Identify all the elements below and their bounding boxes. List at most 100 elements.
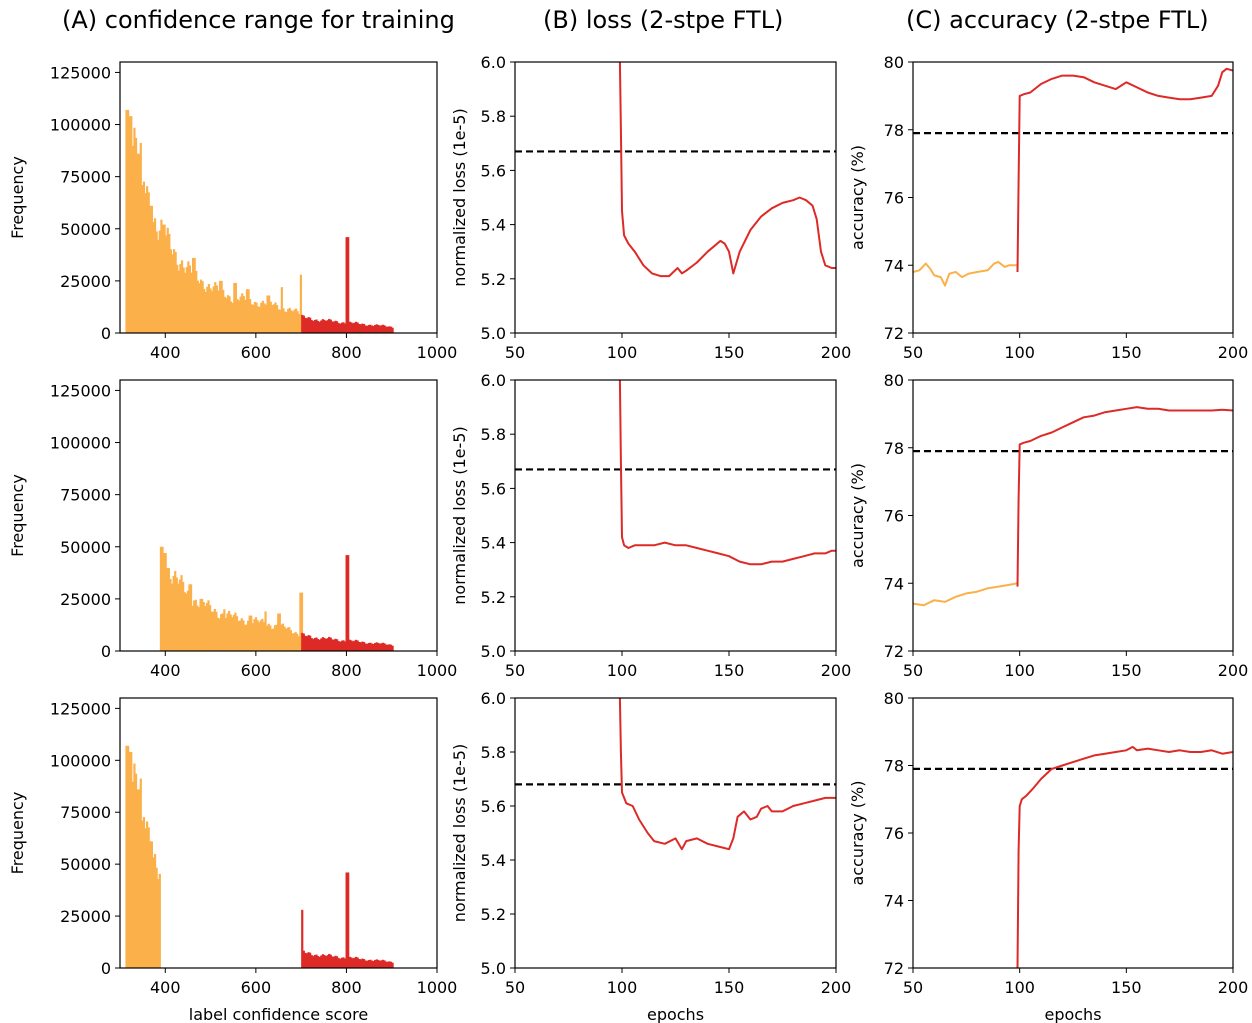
histogram-bar (195, 270, 198, 333)
histogram-bar (232, 614, 235, 651)
histogram-bar (245, 624, 248, 651)
y-tick-label: 100000 (50, 751, 111, 770)
histogram-bar (158, 230, 161, 333)
histogram-bar (223, 296, 226, 333)
histogram-bar (304, 952, 307, 968)
y-tick-label: 6.0 (481, 371, 506, 390)
histogram-bar (343, 323, 347, 333)
x-tick-label: 150 (714, 978, 745, 997)
y-tick-label: 50000 (60, 538, 111, 557)
histogram-bar (350, 957, 353, 968)
histogram-bar (153, 218, 157, 333)
y-tick-label: 80 (884, 689, 904, 708)
histogram-bar (347, 872, 350, 968)
histogram-bar (228, 610, 231, 651)
histogram-bar (328, 318, 331, 333)
plot-area (515, 380, 836, 566)
histogram-bar (385, 326, 388, 333)
plot-area (913, 67, 1233, 287)
histogram-bar (159, 546, 163, 651)
y-tick-label: 5.2 (481, 588, 506, 607)
histogram-bar (374, 643, 377, 651)
y-axis-label: normalized loss (1e-5) (450, 108, 469, 286)
histogram-bar (372, 325, 375, 333)
histogram-bar (380, 325, 383, 333)
histogram-bar (286, 627, 289, 651)
histogram-bar (334, 320, 337, 333)
histogram-bar (157, 879, 160, 968)
histogram-bar (339, 958, 342, 968)
histogram-bar (245, 289, 249, 333)
histogram-bar (202, 602, 205, 651)
y-tick-label: 75000 (60, 803, 111, 822)
histogram-bar (358, 642, 361, 651)
histogram-bar (377, 324, 380, 333)
histogram-bar (206, 286, 209, 333)
histogram-bar (315, 319, 318, 333)
histogram-bar (174, 570, 177, 651)
histogram-bar (355, 639, 358, 651)
y-tick-label: 74 (884, 574, 904, 593)
histogram-bar (321, 954, 324, 968)
x-tick-label: 400 (150, 661, 181, 680)
y-tick-label: 74 (884, 256, 904, 275)
histogram-bar (364, 643, 367, 651)
histogram-bar (166, 227, 169, 333)
histogram-bar (366, 325, 369, 333)
histogram-bar (351, 323, 355, 333)
histogram-bar (269, 625, 272, 651)
histogram-bar (278, 613, 281, 651)
histogram-bar (289, 630, 293, 651)
histogram-bar (279, 309, 282, 333)
histogram-bar (252, 304, 255, 333)
histogram-bar (207, 284, 211, 333)
histogram-bar (299, 274, 302, 333)
histogram-bar (323, 637, 326, 651)
histogram-bar (386, 326, 389, 333)
histogram-bar (339, 641, 342, 651)
histogram-bar (324, 955, 328, 968)
histogram-bar (369, 324, 372, 333)
histogram-bar (266, 625, 269, 651)
x-tick-label: 100 (1004, 343, 1035, 362)
histogram-bar (375, 642, 378, 651)
histogram-bar (388, 644, 391, 651)
histogram-bar (347, 237, 350, 333)
histogram-bar (389, 644, 393, 651)
histogram-bar (222, 289, 225, 333)
histogram-bar (134, 137, 138, 333)
histogram-bar (388, 326, 391, 333)
histogram-bar (277, 613, 280, 651)
axes-frame (912, 697, 1234, 969)
y-tick-label: 76 (884, 189, 904, 208)
histogram-bar (199, 598, 202, 651)
histogram-bar (370, 643, 374, 651)
plot-area (125, 109, 394, 333)
histogram-bar (273, 625, 277, 651)
histogram-bar (183, 592, 186, 651)
histogram-bar (192, 257, 195, 333)
histogram-bar (256, 306, 260, 333)
histogram-bar (239, 620, 242, 651)
y-tick-label: 78 (884, 439, 904, 458)
y-tick-label: 25000 (60, 907, 111, 926)
histogram-bar (215, 285, 218, 333)
histogram-bar (304, 317, 307, 333)
histogram-bar (218, 280, 222, 333)
y-tick-label: 25000 (60, 272, 111, 291)
histogram-bar (337, 641, 340, 651)
x-tick-label: 800 (331, 661, 362, 680)
histogram-bar (375, 959, 378, 968)
x-tick-label: 50 (903, 343, 923, 362)
histogram-bar (366, 960, 369, 968)
x-tick-label: 200 (1218, 343, 1249, 362)
histogram-bar (174, 251, 177, 333)
histogram-bar (241, 293, 244, 333)
series-line-orange (913, 260, 1018, 287)
histogram-bar (142, 181, 146, 333)
histogram-bar (388, 961, 391, 968)
histogram-bar (254, 617, 258, 651)
y-tick-label: 100000 (50, 116, 111, 135)
histogram-bar (294, 632, 297, 651)
